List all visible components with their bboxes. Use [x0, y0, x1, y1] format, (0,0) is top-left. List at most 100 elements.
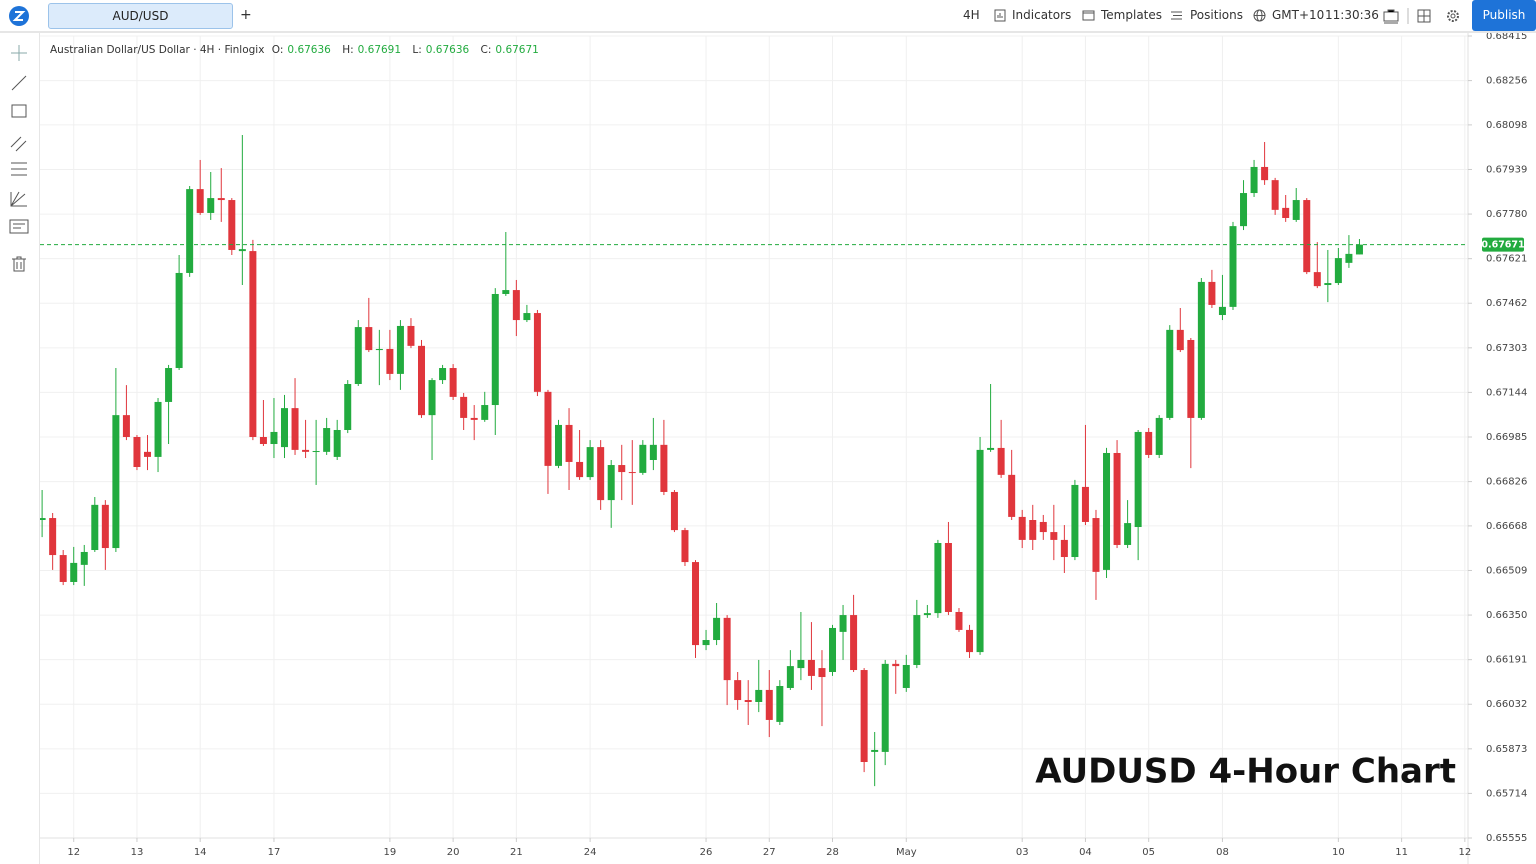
candle-body: [1187, 339, 1195, 418]
candle-body: [966, 629, 974, 653]
candle-body: [291, 408, 299, 450]
text-tool[interactable]: [9, 219, 29, 234]
candle-body: [70, 562, 78, 582]
y-tick-label: 0.66985: [1486, 432, 1527, 443]
candle-body: [249, 251, 257, 437]
templates-button[interactable]: Templates: [1101, 8, 1163, 22]
y-tick-label: 0.66826: [1486, 477, 1527, 488]
candle-body: [1176, 329, 1184, 351]
candle-body: [1018, 516, 1026, 540]
publish-button[interactable]: Publish: [1472, 0, 1536, 31]
candle-body: [892, 663, 900, 667]
ohlc-value: 0.67636: [425, 44, 470, 56]
y-tick-label: 0.67303: [1486, 343, 1527, 354]
fib-tool[interactable]: [11, 162, 27, 176]
candle-body: [1039, 521, 1047, 533]
rectangle-tool[interactable]: [11, 104, 27, 118]
y-tick-label: 0.67780: [1486, 209, 1527, 220]
logo[interactable]: [8, 5, 30, 27]
layout-icon[interactable]: [1417, 9, 1431, 23]
candle-body: [871, 749, 879, 752]
candle-body: [344, 384, 352, 430]
x-tick-label: 03: [1016, 847, 1029, 858]
candle-body: [1124, 523, 1132, 545]
axes: 0.68415 0.68256 0.68098 0.67939 0.67780 0.676…: [67, 31, 1527, 858]
positions-icon: [1171, 11, 1182, 20]
candle-body: [1145, 431, 1153, 455]
candle-body: [1355, 244, 1363, 255]
candle-body: [607, 465, 615, 501]
add-tab[interactable]: +: [240, 7, 252, 23]
y-tick-label: 0.65873: [1486, 744, 1527, 755]
candle-body: [49, 518, 57, 556]
x-tick-label: 27: [763, 847, 776, 858]
candle-body: [1229, 226, 1237, 307]
candle-body: [639, 444, 647, 473]
y-tick-label: 0.66191: [1486, 655, 1527, 666]
candle-body: [354, 327, 362, 385]
candle-body: [660, 444, 668, 492]
candle-body: [196, 189, 204, 213]
interval[interactable]: 4H: [963, 8, 980, 22]
y-tick-label: 0.65555: [1486, 833, 1527, 844]
candle-body: [91, 504, 99, 551]
candle-body: [1345, 253, 1353, 263]
y-tick-label: 0.66509: [1486, 565, 1527, 576]
candle-body: [1292, 200, 1300, 220]
indicators-button[interactable]: Indicators: [1012, 8, 1072, 22]
line-tool[interactable]: [11, 75, 27, 91]
indicators-icon: [994, 9, 1006, 22]
x-tick-label: 19: [384, 847, 397, 858]
gann-tool[interactable]: [10, 191, 27, 207]
x-tick-label: 11: [1395, 847, 1408, 858]
settings-icon[interactable]: [1446, 9, 1460, 23]
candle-body: [670, 491, 678, 531]
crosshair-tool[interactable]: [11, 45, 27, 61]
x-tick-label: 28: [826, 847, 839, 858]
candle-body: [1303, 200, 1311, 273]
candle-body: [407, 325, 415, 346]
candle-body: [1282, 207, 1290, 218]
candle-body: [1261, 166, 1269, 181]
candle-body: [807, 659, 815, 676]
candle-body: [1103, 452, 1111, 570]
candle-body: [470, 417, 478, 420]
candle-body: [755, 689, 763, 702]
candle-body: [312, 451, 320, 453]
candle-body: [165, 368, 173, 402]
candle-body: [544, 391, 552, 466]
candle-body: [934, 542, 942, 614]
channel-tool[interactable]: [10, 136, 27, 152]
symbol-tab[interactable]: AUD/USD: [48, 3, 233, 29]
screenshot-icon[interactable]: [1383, 8, 1399, 24]
x-tick-label: 08: [1216, 847, 1229, 858]
x-tick-label: 21: [510, 847, 523, 858]
candle-body: [1208, 281, 1216, 305]
ohlc-label: O:: [271, 44, 284, 56]
x-tick-label: 05: [1142, 847, 1155, 858]
candle-body: [692, 562, 700, 646]
candle-body: [713, 617, 721, 641]
candle-body: [1081, 486, 1089, 522]
candle-body: [776, 686, 784, 722]
positions-button[interactable]: Positions: [1190, 8, 1243, 22]
candle-body: [80, 551, 88, 565]
candle-body: [1029, 520, 1037, 540]
delete-tool[interactable]: [12, 256, 26, 272]
candle-body: [1166, 329, 1174, 418]
candle-body: [259, 437, 267, 445]
y-tick-label: 0.68256: [1486, 76, 1527, 87]
candle-body: [913, 615, 921, 665]
clock: 11:30:36: [1325, 8, 1379, 22]
candle-body: [133, 437, 141, 468]
candle-body: [1240, 193, 1248, 227]
timezone[interactable]: GMT+10: [1272, 8, 1325, 22]
ohlc-label: H:: [342, 44, 354, 56]
y-tick-label: 0.66032: [1486, 699, 1527, 710]
separator: [1407, 8, 1409, 24]
candle-body: [955, 611, 963, 630]
drawing-tools: [9, 45, 29, 272]
candle-body: [576, 461, 584, 478]
